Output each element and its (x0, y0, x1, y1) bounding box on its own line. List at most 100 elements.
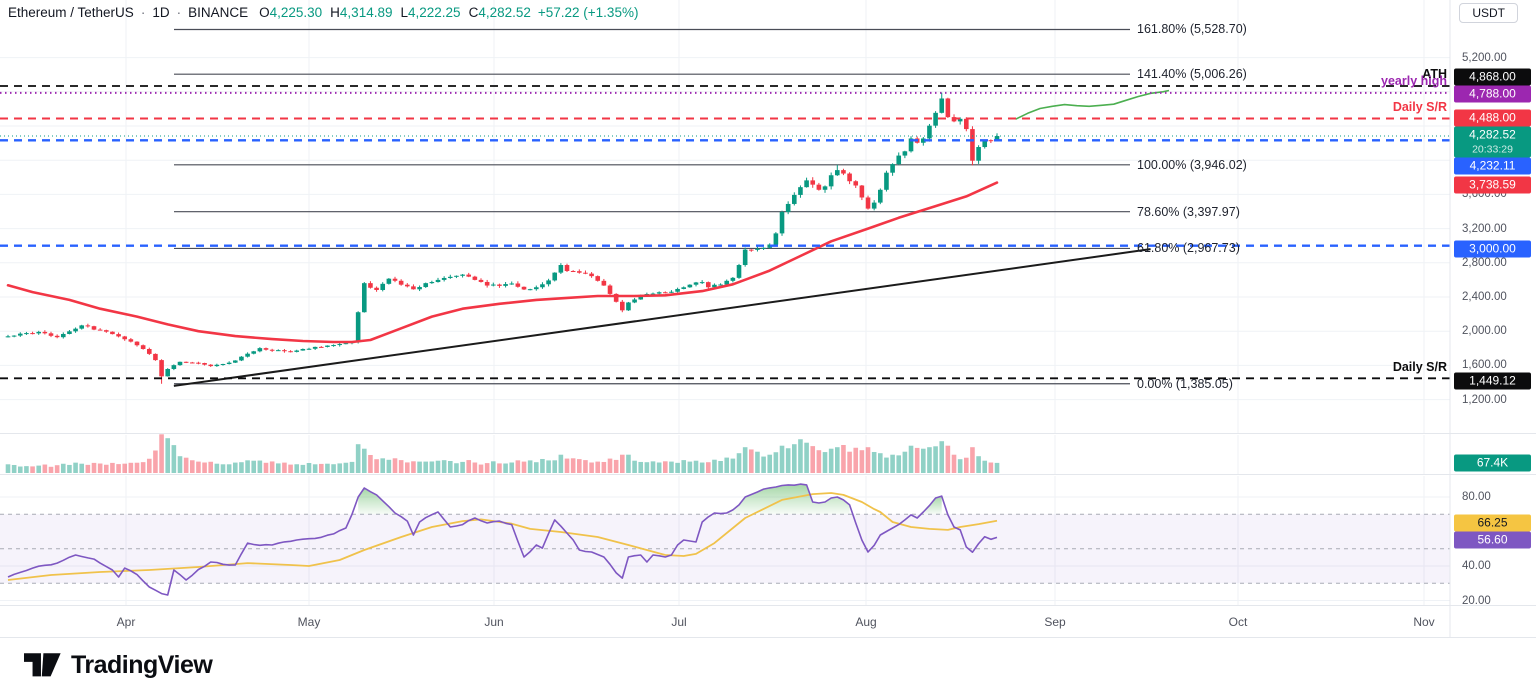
volume-bar (693, 460, 699, 473)
candle (472, 276, 478, 280)
axis-badge-ath: 4,868.00 (1454, 68, 1531, 86)
interval-label[interactable]: 1D (152, 5, 170, 20)
fib-label: 161.80% (5,528.70) (1137, 22, 1247, 37)
volume-bar (368, 455, 373, 473)
volume-bar (718, 461, 723, 473)
price-tick: 2,000.00 (1462, 325, 1507, 338)
candle (693, 282, 699, 285)
rsi-ma-line[interactable] (7, 492, 998, 581)
time-axis-month-aug[interactable]: Aug (855, 615, 877, 629)
price-tick: 5,200.00 (1462, 51, 1507, 64)
candle (140, 345, 146, 349)
candle (116, 334, 121, 337)
volume-bar (970, 447, 975, 473)
volume-bar (841, 445, 846, 473)
candle (337, 344, 343, 346)
candle (429, 282, 435, 284)
candle (699, 282, 705, 284)
time-axis-month-apr[interactable]: Apr (116, 615, 136, 629)
volume-bar (478, 464, 484, 473)
candle (994, 136, 1000, 141)
candle (921, 138, 926, 143)
tradingview-logo[interactable]: TradingView (24, 651, 213, 680)
time-axis-month-sep[interactable]: Sep (1044, 615, 1066, 629)
volume-bar (675, 462, 680, 473)
axis-badge-volume: 67.4K (1454, 454, 1531, 472)
candle (613, 293, 619, 302)
volume-bar (97, 463, 103, 473)
volume-bar (607, 458, 613, 473)
price-tick: 1,600.00 (1462, 359, 1507, 372)
candle (540, 284, 545, 288)
time-axis-month-oct[interactable]: Oct (1228, 615, 1248, 629)
volume-bar (755, 451, 760, 473)
candle (669, 291, 674, 293)
volume-bar (521, 461, 527, 473)
axis-badge-alert-lower: 3,000.00 (1454, 240, 1531, 258)
candle (380, 283, 386, 290)
volume-bar (300, 464, 306, 473)
candle (785, 203, 791, 213)
volume-bar (404, 462, 410, 473)
volume-bar (417, 461, 422, 473)
trend-line[interactable] (173, 248, 1151, 387)
volume-bar (429, 461, 435, 473)
volume-bar (239, 462, 244, 473)
candle (497, 284, 502, 286)
candle (650, 293, 656, 295)
ma-line[interactable] (6, 181, 999, 344)
candle (828, 175, 834, 187)
volume-bar (908, 445, 914, 473)
level-label-daily-sr-lower: Daily S/R (1392, 359, 1447, 374)
candle (171, 365, 177, 369)
volume-bar (183, 457, 189, 473)
candle (17, 333, 23, 336)
time-axis-month-jul[interactable]: Jul (671, 615, 687, 629)
volume-bar (282, 462, 287, 473)
candle (220, 364, 226, 366)
volume-bar (945, 445, 951, 473)
volume-bar (251, 460, 257, 473)
volume-bar (306, 463, 312, 473)
price-tick: 1,200.00 (1462, 393, 1507, 406)
volume-bar (165, 438, 171, 473)
volume-bar (595, 461, 601, 473)
volume-bar (724, 457, 730, 473)
candle (361, 283, 367, 313)
candle (706, 282, 711, 288)
volume-bar (257, 460, 263, 473)
candle (263, 348, 269, 350)
volume-bar (546, 460, 551, 473)
candle (42, 331, 48, 334)
candle (681, 287, 687, 289)
symbol-legend[interactable]: Ethereum / TetherUS · 1D · BINANCE O4,22… (8, 5, 638, 20)
candle (835, 170, 840, 176)
time-axis-month-jun[interactable]: Jun (484, 615, 504, 629)
volume-bar (853, 447, 859, 473)
candle (749, 249, 754, 251)
currency-toggle-button[interactable]: USDT (1459, 3, 1518, 23)
time-axis-month-nov[interactable]: Nov (1413, 615, 1435, 629)
volume-bar (24, 466, 29, 473)
candle (564, 265, 570, 272)
candle (515, 283, 521, 287)
volume-bar (128, 462, 134, 473)
volume-bar (871, 451, 877, 473)
volume-bar (884, 457, 889, 473)
time-axis-month-may[interactable]: May (297, 615, 321, 629)
candle (245, 353, 250, 357)
volume-bar (497, 463, 502, 473)
volume-bar (441, 460, 447, 473)
axis-badge-rsi: 56.60 (1454, 531, 1531, 549)
volume-bar (159, 434, 164, 473)
level-label-yearly-high: yearly high (1381, 74, 1447, 89)
rsi-line[interactable] (7, 483, 998, 596)
projection-curve[interactable] (1015, 89, 1170, 120)
candle (902, 151, 908, 156)
candle (146, 348, 152, 354)
symbol-title[interactable]: Ethereum / TetherUS (8, 5, 134, 20)
candle (638, 294, 644, 300)
volume-bar (374, 459, 379, 473)
volume-bar (460, 461, 465, 473)
